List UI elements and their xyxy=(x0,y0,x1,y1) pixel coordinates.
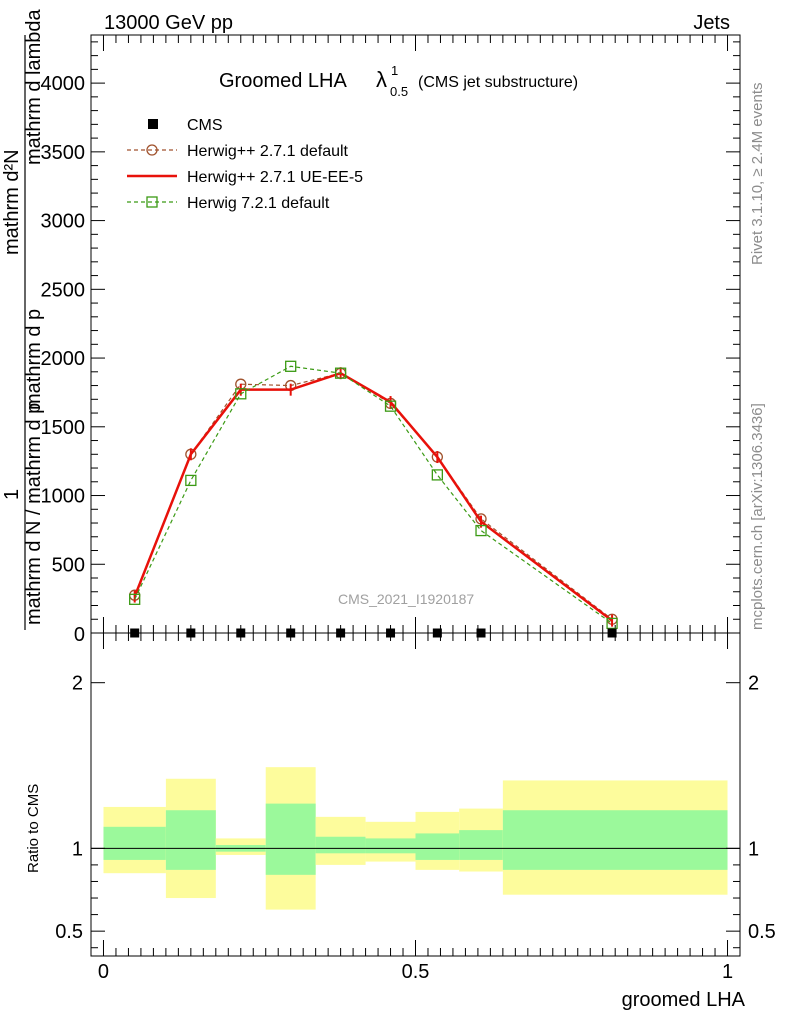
legend-herwig7-label: Herwig 7.2.1 default xyxy=(187,195,330,212)
ratio-band-inner-3 xyxy=(265,803,316,875)
y-tick-label: 1500 xyxy=(41,417,86,439)
legend: CMS Herwig++ 2.7.1 default Herwig++ 2.7.… xyxy=(127,117,363,212)
series-line-2 xyxy=(134,365,613,624)
ratio-y-tick-label-right: 2 xyxy=(748,673,759,695)
title-suffix: (CMS jet substructure) xyxy=(418,74,578,91)
legend-herwig-ueee5-label: Herwig++ 2.7.1 UE-EE-5 xyxy=(187,169,363,186)
legend-herwig-default-label: Herwig++ 2.7.1 default xyxy=(187,143,349,160)
y-tick-label: 4000 xyxy=(41,73,86,95)
y-tick-label-zero: 0 xyxy=(74,624,85,646)
legend-item-herwig7: Herwig 7.2.1 default xyxy=(127,195,330,212)
ratio-band-inner-4 xyxy=(315,836,366,854)
ratio-y-label: Ratio to CMS xyxy=(25,784,42,873)
rivet-version-label: Rivet 3.1.10, ≥ 2.4M events xyxy=(749,83,766,266)
legend-herwig-default-marker xyxy=(146,144,158,156)
y-tick-label: 500 xyxy=(52,554,85,576)
series-point-herwig7 xyxy=(431,469,443,481)
ratio-band-inner-7 xyxy=(459,830,503,860)
ratio-band-inner-0 xyxy=(103,826,166,860)
x-tick-label: 0 xyxy=(98,961,109,983)
ratio-y-tick-label-left: 1 xyxy=(72,838,83,860)
series-line-1 xyxy=(133,371,613,622)
series-point-herwig7 xyxy=(334,367,347,379)
legend-herwig7-marker xyxy=(146,196,158,208)
y-label-den-b: mathrm d p xyxy=(23,309,45,410)
ratio-band-inner-6 xyxy=(415,833,460,860)
legend-cms-label: CMS xyxy=(187,117,223,134)
y-tick-label: 3000 xyxy=(41,211,86,233)
legend-item-herwig-ueee5: Herwig++ 2.7.1 UE-EE-5 xyxy=(127,169,363,186)
title-lambda: λ xyxy=(376,67,387,92)
series-point-herwig7 xyxy=(235,388,247,400)
y-tick-label: 2500 xyxy=(41,279,86,301)
series-point-herwig7 xyxy=(185,474,197,487)
title-sub: 0.5 xyxy=(390,84,408,99)
header-left: 13000 GeV pp xyxy=(104,12,233,34)
ratio-y-tick-label-left: 0.5 xyxy=(55,921,83,943)
ratio-band-inner-1 xyxy=(165,810,216,870)
header-right: Jets xyxy=(693,12,730,34)
ratio-band-inner-8 xyxy=(502,810,728,870)
y-tick-label: 2000 xyxy=(41,348,86,370)
x-tick-label: 0.5 xyxy=(402,961,430,983)
mcplots-label: mcplots.cern.ch [arXiv:1306.3436] xyxy=(749,403,766,630)
chart-title: Groomed LHA λ 1 0.5 (CMS jet substructur… xyxy=(219,63,578,99)
legend-item-herwig-default: Herwig++ 2.7.1 default xyxy=(127,143,349,160)
ratio-y-tick-label-right: 0.5 xyxy=(748,921,776,943)
ratio-y-tick-label-left: 2 xyxy=(72,673,83,695)
series-point-herwig7 xyxy=(606,617,618,630)
series-point-herwig7 xyxy=(285,360,297,372)
ratio-y-tick-label-right: 1 xyxy=(748,838,759,860)
y-axis-label: 1 mathrm d²N mathrm d N / mathrm d p mat… xyxy=(1,9,45,625)
x-tick-label: 1 xyxy=(722,961,733,983)
y-label-one: 1 xyxy=(1,489,23,500)
y-label-num: mathrm d²N xyxy=(1,149,23,255)
series-point-herwig7 xyxy=(384,400,397,412)
analysis-watermark: CMS_2021_I1920187 xyxy=(338,591,474,607)
y-label-den-a: mathrm d N / mathrm d p xyxy=(23,403,45,625)
series-point-herwig7 xyxy=(129,593,141,605)
ratio-panel: 0 0.5 1 0.5 0.5 1 1 2 2 xyxy=(55,632,776,983)
title-main: Groomed LHA xyxy=(219,70,347,92)
y-label-den-c: mathrm d lambda xyxy=(23,9,45,165)
legend-item-cms: CMS xyxy=(148,117,223,134)
series-line-0 xyxy=(134,372,613,620)
main-panel: 500 1000 1500 2000 2500 3000 3500 4000 0 xyxy=(41,34,741,646)
legend-cms-marker xyxy=(148,119,158,129)
x-axis-label: groomed LHA xyxy=(622,989,746,1011)
y-tick-label: 1000 xyxy=(41,486,86,508)
ratio-band-inner-5 xyxy=(365,838,416,854)
series-point-herwig7 xyxy=(475,524,487,537)
title-sup: 1 xyxy=(391,63,398,78)
y-tick-label: 3500 xyxy=(41,142,86,164)
